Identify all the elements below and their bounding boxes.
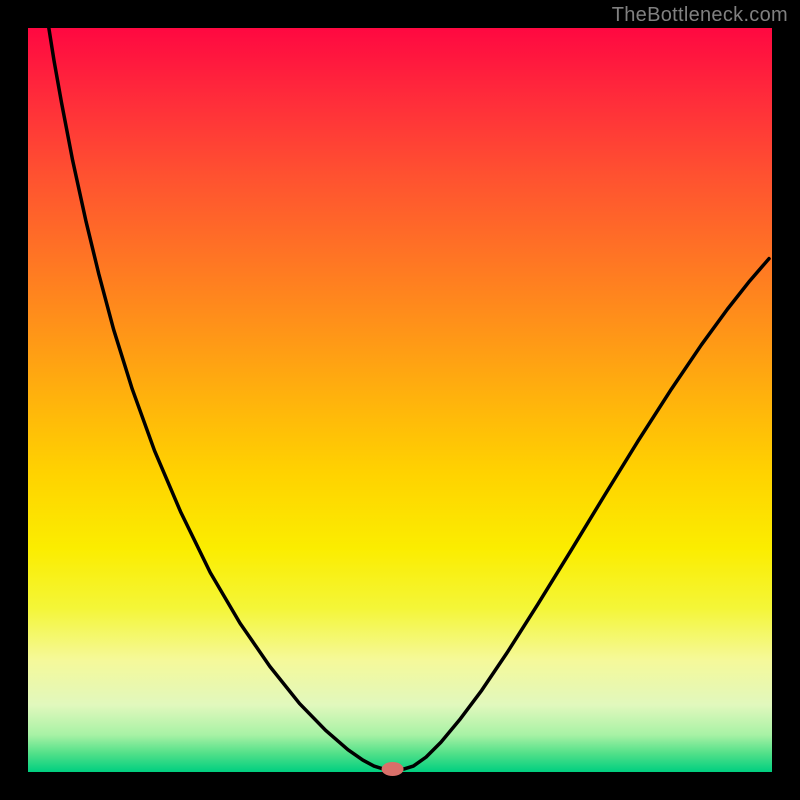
bottleneck-chart <box>0 0 800 800</box>
optimum-marker <box>382 762 404 776</box>
plot-background <box>28 28 772 772</box>
chart-container: TheBottleneck.com <box>0 0 800 800</box>
watermark-label: TheBottleneck.com <box>612 4 788 27</box>
